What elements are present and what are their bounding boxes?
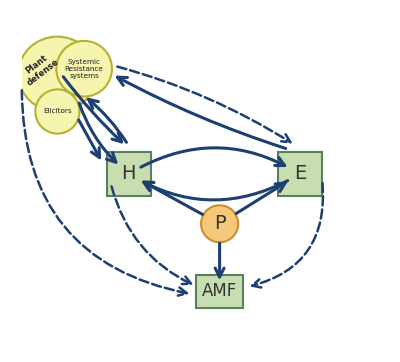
Text: P: P [214, 214, 226, 233]
FancyBboxPatch shape [196, 275, 243, 308]
FancyBboxPatch shape [278, 152, 322, 196]
Text: H: H [122, 164, 136, 184]
Circle shape [35, 89, 80, 134]
Text: Elicitors: Elicitors [43, 109, 72, 114]
Text: E: E [294, 164, 306, 184]
Text: AMF: AMF [202, 282, 237, 300]
Text: Plant
defense: Plant defense [19, 50, 60, 88]
FancyBboxPatch shape [107, 152, 151, 196]
Circle shape [56, 41, 112, 97]
Ellipse shape [18, 37, 97, 111]
Text: Systemic
Resistance
systems: Systemic Resistance systems [65, 59, 104, 79]
Circle shape [201, 205, 238, 242]
